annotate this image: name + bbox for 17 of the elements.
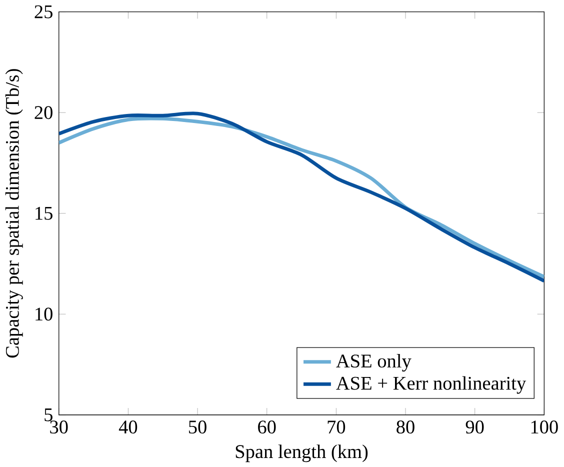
y-tick-label: 15 [36, 206, 52, 220]
x-tick-label: 70 [328, 420, 346, 434]
y-tick-label: 5 [44, 408, 52, 422]
legend-label: ASE only [336, 354, 412, 372]
y-tick-label: 25 [34, 5, 52, 18]
y-tick-label: 20 [34, 106, 52, 119]
legend-label: ASE + Kerr nonlinearity [336, 376, 526, 394]
x-tick-label: 60 [258, 420, 276, 434]
x-tick-label: 100 [531, 420, 558, 434]
y-axis-title: Capacity per spatial dimension (Tb/s) [5, 68, 23, 358]
x-axis-title: Span length (km) [236, 444, 368, 462]
x-tick-label: 30 [50, 420, 68, 434]
x-tick-label: 80 [396, 420, 414, 434]
x-tick-label: 50 [189, 420, 206, 434]
x-tick-label: 90 [466, 420, 484, 434]
x-tick-label: 40 [118, 420, 138, 434]
y-tick-label: 10 [36, 307, 52, 320]
